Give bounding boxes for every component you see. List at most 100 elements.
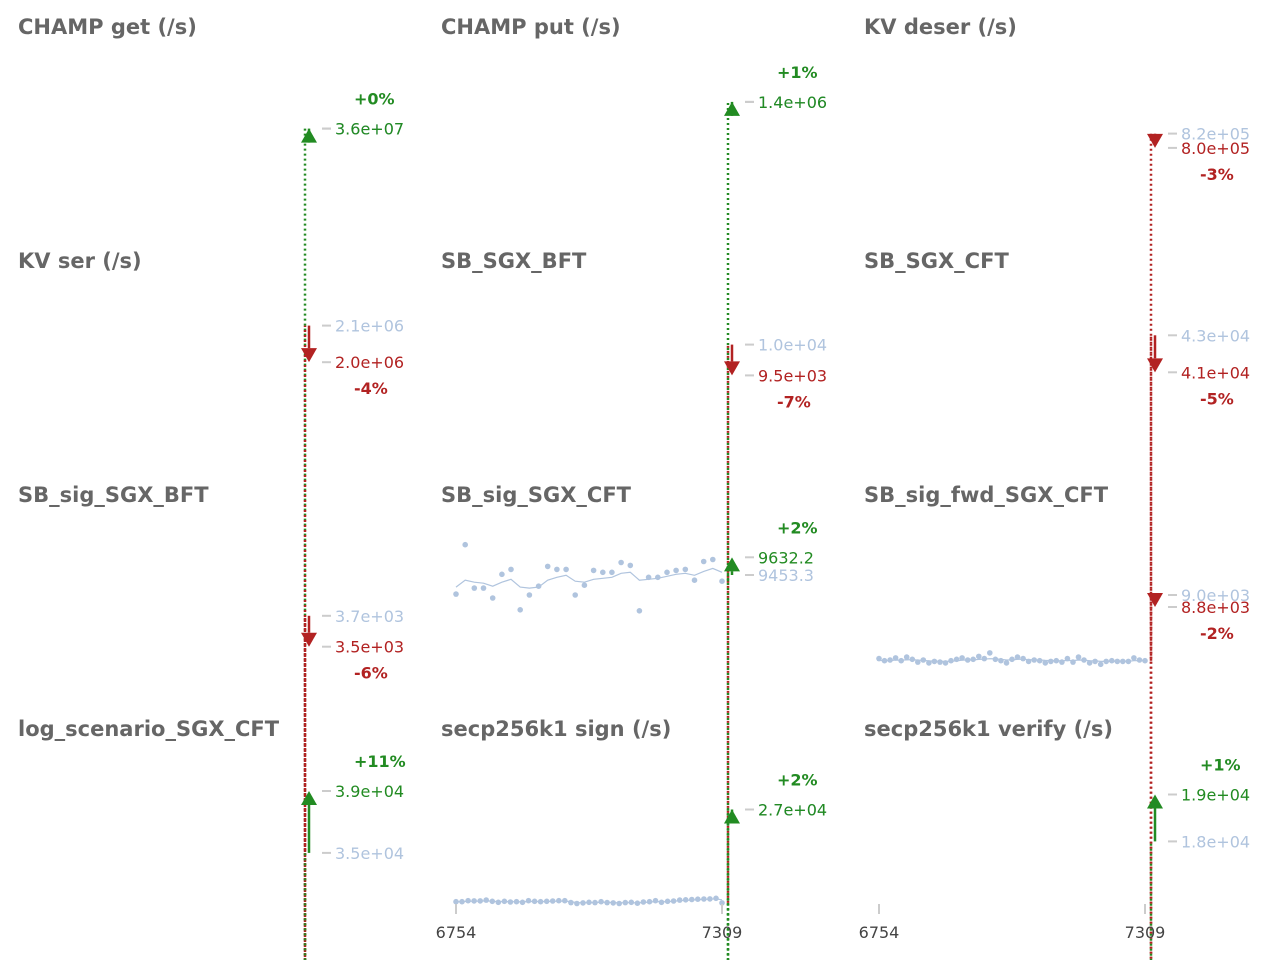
data-point (700, 558, 707, 565)
baseline-value: 9453.3 (758, 566, 814, 585)
data-point (554, 566, 560, 573)
data-point (719, 900, 725, 906)
data-point (519, 899, 526, 906)
latest-value: 9632.2 (758, 548, 814, 567)
data-point (1048, 658, 1054, 665)
data-point (1053, 657, 1060, 664)
percent-change: +1% (1200, 756, 1241, 775)
data-point (526, 592, 533, 598)
data-point (556, 897, 562, 904)
data-point (981, 655, 988, 662)
chart-panel: CHAMP put (/s)1.4e+061.4e+06+1% (441, 15, 827, 960)
data-point (1136, 657, 1143, 663)
data-point (1009, 656, 1015, 663)
data-point (1103, 658, 1109, 665)
data-point (471, 898, 477, 904)
percent-change: -3% (1200, 165, 1234, 184)
data-point (909, 656, 916, 663)
arrow-up-icon (301, 128, 317, 143)
latest-value: 3.6e+07 (335, 120, 404, 139)
data-point (501, 898, 508, 905)
data-point (670, 898, 677, 904)
data-point (1036, 657, 1043, 664)
data-point (713, 895, 719, 902)
data-point (903, 654, 910, 660)
latest-value: 2.0e+06 (335, 353, 404, 372)
data-point (1142, 657, 1148, 664)
arrow-down-icon (1147, 133, 1163, 148)
data-point (1092, 658, 1098, 665)
data-point (489, 898, 496, 905)
x-axis-tick-label: 7309 (702, 923, 743, 942)
data-point (992, 656, 999, 663)
percent-change: +1% (777, 63, 818, 82)
arrow-up-icon (1147, 794, 1163, 809)
latest-value: 3.5e+03 (335, 638, 404, 657)
data-point (562, 897, 568, 904)
chart-title: log_scenario_SGX_CFT (18, 717, 280, 741)
data-point (998, 657, 1004, 664)
percent-change: -7% (777, 392, 811, 411)
data-point (691, 577, 698, 583)
chart-panel: log_scenario_SGX_CFT 3.5e+04 3.9e+04 +11% (18, 717, 406, 960)
chart-panel: CHAMP get (/s)3.6e+073.6e+07+0% (18, 15, 404, 960)
data-point (655, 574, 661, 581)
data-point (580, 900, 586, 906)
chart-panel: SB_sig_fwd_SGX_CFT 9.0e+038.8e+03 -2% (864, 483, 1250, 960)
data-point (652, 897, 659, 904)
percent-change: -5% (1200, 389, 1234, 408)
data-point (1081, 657, 1087, 663)
data-point (987, 650, 993, 656)
data-point (604, 899, 610, 906)
data-point (1120, 658, 1126, 665)
baseline-value: 1.0e+04 (758, 336, 827, 355)
data-point (1125, 658, 1132, 665)
data-point (592, 899, 598, 906)
data-point (1114, 658, 1121, 665)
data-point (898, 657, 904, 664)
baseline-value: 1.4e+06 (758, 93, 827, 112)
data-point (574, 900, 580, 907)
data-point (543, 898, 550, 905)
data-point (915, 659, 921, 665)
baseline-value: 4.3e+04 (1181, 326, 1250, 345)
data-point (459, 898, 465, 905)
data-point (600, 569, 606, 576)
data-point (610, 900, 616, 906)
arrow-down-icon (724, 361, 740, 376)
arrow-down-icon (1147, 593, 1163, 607)
data-point (581, 582, 588, 588)
chart-panel: SB_sig_SGX_BFT 3.7e+03 3.5e+03 -6% (18, 483, 404, 960)
data-point (937, 659, 943, 665)
data-point (676, 897, 683, 903)
data-point (489, 595, 496, 601)
data-point (892, 655, 899, 661)
latest-value: 8.0e+05 (1181, 139, 1250, 158)
percent-change: +2% (777, 771, 818, 790)
data-point (513, 898, 520, 905)
latest-value: 8.8e+03 (1181, 598, 1250, 617)
data-point (586, 899, 592, 906)
data-point (959, 655, 965, 661)
chart-panel: SB_SGX_CFT 4.3e+04 4.1e+04 -5% (864, 249, 1250, 960)
data-point (710, 556, 716, 563)
chart-title: CHAMP get (/s) (18, 15, 197, 39)
trend-line (455, 567, 723, 589)
x-axis-tick-label: 7309 (1125, 923, 1166, 942)
latest-value: 9.5e+03 (758, 366, 827, 385)
data-point (537, 898, 544, 905)
baseline-value: 2.7e+04 (758, 801, 827, 820)
data-point (970, 656, 976, 663)
data-point (942, 660, 949, 666)
data-point (465, 897, 471, 904)
chart-title: KV deser (/s) (864, 15, 1017, 39)
data-point (598, 898, 604, 905)
percent-change: -6% (354, 664, 388, 683)
baseline-value: 8.2e+05 (1181, 125, 1250, 144)
data-point (976, 653, 982, 660)
baseline-value: 1.8e+04 (1181, 832, 1250, 851)
data-point (876, 655, 882, 662)
data-point (664, 569, 670, 576)
chart-title: SB_sig_SGX_BFT (18, 483, 209, 507)
